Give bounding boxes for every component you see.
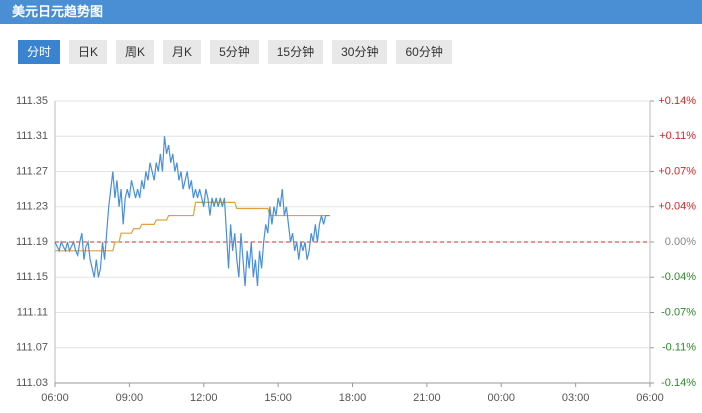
y2-tick-label: +0.07% [658, 165, 696, 177]
y2-tick-label: -0.07% [661, 306, 696, 318]
y2-tick-label: +0.14% [658, 95, 696, 107]
y2-tick-label: -0.04% [661, 271, 696, 283]
x-tick-label: 06:00 [41, 392, 69, 404]
tab-bar: 分时 日K 周K 月K 5分钟 15分钟 30分钟 60分钟 [18, 40, 452, 64]
tab[interactable]: 周K [116, 40, 155, 64]
x-tick-label: 18:00 [339, 392, 367, 404]
tab[interactable]: 60分钟 [396, 40, 452, 64]
y-tick-label: 111.35 [16, 95, 48, 107]
y2-tick-label: -0.11% [662, 342, 696, 354]
x-tick-label: 03:00 [562, 392, 590, 404]
x-tick-label: 00:00 [487, 392, 515, 404]
x-tick-label: 06:00 [636, 392, 664, 404]
y2-tick-label: -0.14% [661, 377, 696, 389]
header-title: 美元日元趋势图 [0, 0, 702, 24]
y-tick-label: 111.27 [16, 165, 48, 177]
y2-tick-label: 0.00% [665, 236, 696, 248]
tab[interactable]: 月K [163, 40, 202, 64]
x-tick-label: 21:00 [413, 392, 441, 404]
tab[interactable]: 日K [69, 40, 108, 64]
x-tick-label: 09:00 [116, 392, 144, 404]
tab[interactable]: 15分钟 [267, 40, 324, 64]
y-tick-label: 111.03 [16, 377, 48, 389]
x-tick-label: 12:00 [190, 392, 218, 404]
y-tick-label: 111.15 [16, 271, 48, 283]
y-tick-label: 111.07 [16, 342, 48, 354]
tab[interactable]: 30分钟 [332, 40, 388, 64]
y-tick-label: 111.11 [17, 306, 48, 318]
x-tick-label: 15:00 [264, 392, 292, 404]
y2-tick-label: +0.04% [658, 201, 696, 213]
y2-tick-label: +0.11% [659, 130, 696, 142]
series-line [54, 136, 330, 287]
tab[interactable]: 5分钟 [210, 40, 259, 64]
y-tick-label: 111.31 [16, 130, 48, 142]
tab[interactable]: 分时 [18, 40, 61, 64]
y-tick-label: 111.23 [16, 201, 48, 213]
y-tick-label: 111.19 [16, 236, 48, 248]
